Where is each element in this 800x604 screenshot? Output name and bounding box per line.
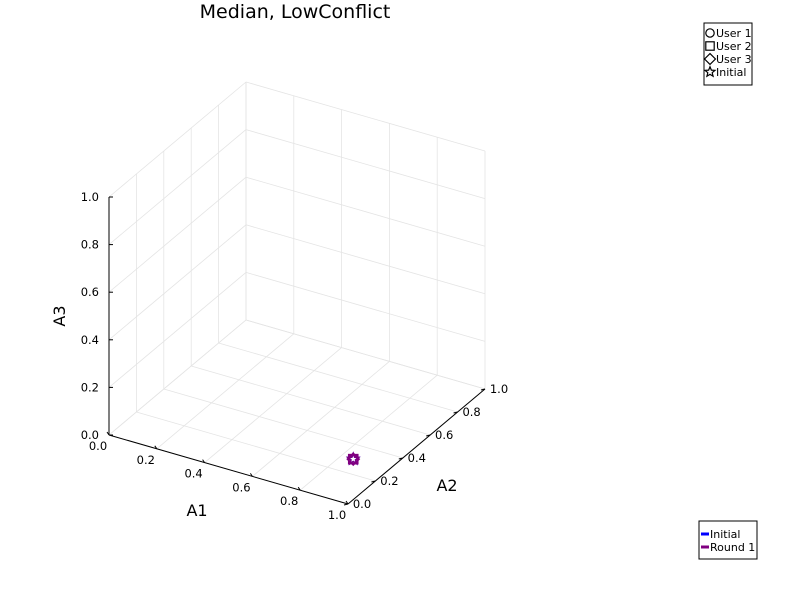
legend-marker-square	[705, 41, 715, 51]
grid-layer	[108, 81, 486, 505]
x-tick-mark	[106, 431, 110, 436]
legend-label: Initial	[710, 528, 740, 541]
data-point-star	[345, 451, 361, 466]
grid-line-wall-xz	[245, 176, 486, 247]
y-axis-label: A2	[436, 476, 457, 495]
grid-line-floor-y	[136, 411, 376, 482]
y-tick-label: 1.0	[490, 382, 508, 396]
y-axis-line	[347, 388, 486, 505]
grid-line-wall-yz	[108, 319, 247, 436]
x-tick-mark	[154, 445, 158, 450]
axis-layer	[108, 197, 486, 505]
x-axis-line	[108, 434, 349, 505]
line-legend-box	[698, 520, 758, 560]
grid-line-floor-y	[163, 388, 403, 459]
y-tick-label: 0.2	[380, 474, 398, 488]
grid-line-wall-xz	[245, 129, 486, 199]
marker-legend-box	[703, 22, 753, 86]
grid-line-floor-x	[204, 347, 342, 463]
x-tick-label: 0.4	[184, 467, 202, 481]
mark-layer	[345, 451, 361, 467]
x-tick-label: 1.0	[328, 508, 346, 522]
legend-label: User 1	[716, 27, 752, 40]
z-tick-label: 1.0	[81, 190, 99, 204]
x-tick-label: 0.8	[280, 494, 298, 508]
legend-label: Initial	[716, 66, 746, 79]
y-tick-mark	[480, 388, 486, 391]
z-tick-label: 0.4	[81, 333, 99, 347]
y-tick-mark	[453, 411, 458, 414]
y-tick-mark	[426, 434, 431, 437]
grid-line-wall-xz	[245, 81, 486, 152]
z-tick-label: 0.6	[81, 285, 99, 299]
grid-line-wall-yz	[108, 81, 247, 198]
grid-line-wall-xz	[245, 272, 486, 342]
y-tick-label: 0.6	[435, 428, 453, 442]
y-tick-mark	[371, 480, 376, 483]
y-tick-mark	[398, 457, 403, 460]
x-tick-label: 0.0	[89, 439, 107, 453]
grid-line-floor-x	[299, 374, 438, 491]
legend-label: User 2	[716, 40, 752, 53]
grid-line-floor-x	[252, 361, 390, 477]
grid-line-wall-xz	[245, 319, 486, 390]
legend-marker-diamond	[703, 52, 717, 66]
legend-label: User 3	[716, 53, 752, 66]
grid-line-wall-yz	[108, 272, 247, 388]
z-tick-label: 0.2	[81, 380, 99, 394]
grid-line-wall-yz	[108, 224, 247, 341]
y-tick-mark	[343, 503, 349, 506]
z-tick-label: 0.0	[81, 428, 99, 442]
grid-line-wall-yz	[108, 129, 247, 245]
grid-line-floor-y	[218, 342, 458, 413]
chart-title: Median, LowConflict	[200, 1, 391, 23]
z-axis-label: A3	[50, 305, 69, 326]
y-tick-label: 0.4	[408, 451, 426, 465]
x-tick-mark	[202, 459, 206, 463]
z-tick-label: 0.8	[81, 238, 99, 252]
x-axis-label: A1	[186, 501, 207, 520]
y-tick-label: 0.8	[462, 405, 480, 419]
x-tick-mark	[249, 473, 253, 477]
x-tick-mark	[345, 500, 349, 505]
x-tick-mark	[297, 486, 301, 491]
grid-line-wall-xz	[245, 224, 486, 295]
grid-line-floor-x	[156, 333, 295, 450]
legend-label: Round 1	[710, 541, 755, 554]
x-tick-label: 0.6	[232, 480, 250, 494]
y-tick-label: 0.0	[353, 497, 371, 511]
x-tick-label: 0.2	[137, 453, 155, 467]
legend-marker-star	[703, 65, 717, 78]
tick-layer: 0.0 0.2 0.4 0.6 0.8 1.0 0.0 0.2 0.4 0.6 0.8 1.0 0.0 0…	[81, 190, 508, 522]
grid-line-floor-y	[191, 365, 431, 436]
grid-line-wall-yz	[108, 176, 247, 293]
legend-marker-circle	[705, 28, 715, 38]
